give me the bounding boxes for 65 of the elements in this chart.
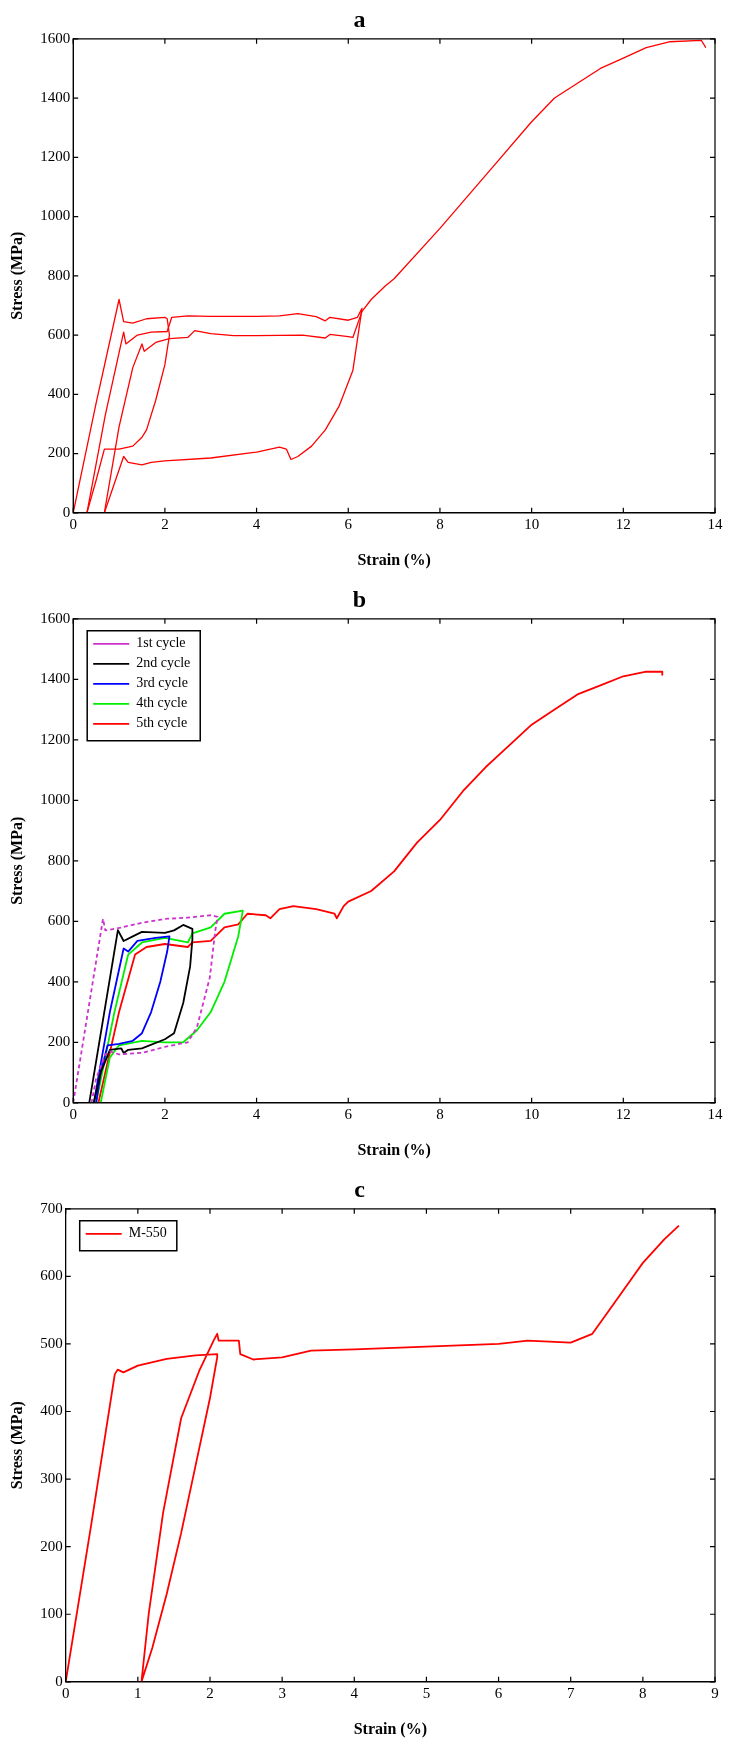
legend-label: M-550 xyxy=(128,1225,167,1241)
x-tick-label: 6 xyxy=(344,515,353,532)
y-tick-label: 1400 xyxy=(40,88,71,105)
x-tick-label: 14 xyxy=(707,1105,723,1122)
x-tick-label: 8 xyxy=(436,1105,444,1122)
y-tick-label: 1000 xyxy=(40,791,71,808)
y-tick-label: 0 xyxy=(62,503,71,520)
x-axis-title: Strain (%) xyxy=(357,550,431,569)
chart-title: a xyxy=(353,5,366,32)
x-tick-label: 5 xyxy=(422,1684,431,1701)
x-tick-label: 2 xyxy=(161,1105,169,1122)
y-tick-label: 1600 xyxy=(40,609,71,626)
y-tick-label: 100 xyxy=(40,1605,63,1622)
x-tick-label: 3 xyxy=(278,1684,286,1701)
legend-label: 5th cycle xyxy=(136,715,188,731)
x-tick-label: 9 xyxy=(711,1684,719,1701)
legend-label: 1st cycle xyxy=(136,635,186,651)
x-tick-label: 10 xyxy=(524,1105,540,1122)
x-tick-label: 2 xyxy=(206,1684,214,1701)
legend-label: 3rd cycle xyxy=(136,675,188,691)
y-tick-label: 700 xyxy=(40,1199,63,1216)
chart-title: c xyxy=(354,1175,366,1202)
x-tick-label: 4 xyxy=(252,515,261,532)
y-tick-label: 400 xyxy=(47,385,71,402)
x-tick-label: 14 xyxy=(707,515,723,532)
legend-label: 2nd cycle xyxy=(136,655,191,671)
x-tick-label: 1 xyxy=(134,1684,142,1701)
y-tick-label: 600 xyxy=(47,912,71,929)
y-tick-label: 300 xyxy=(40,1470,63,1487)
y-tick-label: 800 xyxy=(47,266,71,283)
x-tick-label: 12 xyxy=(615,1105,631,1122)
y-tick-label: 200 xyxy=(47,444,71,461)
y-axis-title: Stress (MPa) xyxy=(7,231,26,320)
x-tick-label: 12 xyxy=(615,515,631,532)
y-tick-label: 800 xyxy=(47,851,71,868)
y-tick-label: 1200 xyxy=(40,148,71,165)
x-tick-label: 8 xyxy=(436,515,444,532)
y-tick-label: 500 xyxy=(40,1334,63,1351)
y-tick-label: 0 xyxy=(55,1672,63,1689)
x-tick-label: 8 xyxy=(639,1684,647,1701)
x-tick-label: 4 xyxy=(350,1684,359,1701)
y-tick-label: 1200 xyxy=(40,730,71,747)
x-axis-title: Strain (%) xyxy=(353,1719,428,1738)
x-tick-label: 4 xyxy=(252,1105,261,1122)
y-tick-label: 600 xyxy=(40,1267,63,1284)
y-tick-label: 200 xyxy=(47,1033,71,1050)
x-tick-label: 2 xyxy=(161,515,169,532)
y-axis-title: Stress (MPa) xyxy=(7,1401,26,1490)
y-tick-label: 400 xyxy=(40,1402,63,1419)
x-tick-label: 6 xyxy=(494,1684,503,1701)
y-tick-label: 1600 xyxy=(40,29,71,46)
legend-label: 4th cycle xyxy=(136,695,188,711)
y-tick-label: 1000 xyxy=(40,207,71,224)
y-tick-label: 1400 xyxy=(40,670,71,687)
y-axis-title: Stress (MPa) xyxy=(7,816,26,905)
x-axis-title: Strain (%) xyxy=(357,1140,431,1159)
y-tick-label: 400 xyxy=(47,972,71,989)
chart-title: b xyxy=(352,585,367,612)
line-series xyxy=(73,914,219,1103)
y-tick-label: 0 xyxy=(62,1093,71,1110)
y-tick-label: 200 xyxy=(40,1537,63,1554)
x-tick-label: 7 xyxy=(566,1684,575,1701)
y-tick-label: 600 xyxy=(47,325,71,342)
x-tick-label: 6 xyxy=(344,1105,353,1122)
x-tick-label: 10 xyxy=(524,515,540,532)
